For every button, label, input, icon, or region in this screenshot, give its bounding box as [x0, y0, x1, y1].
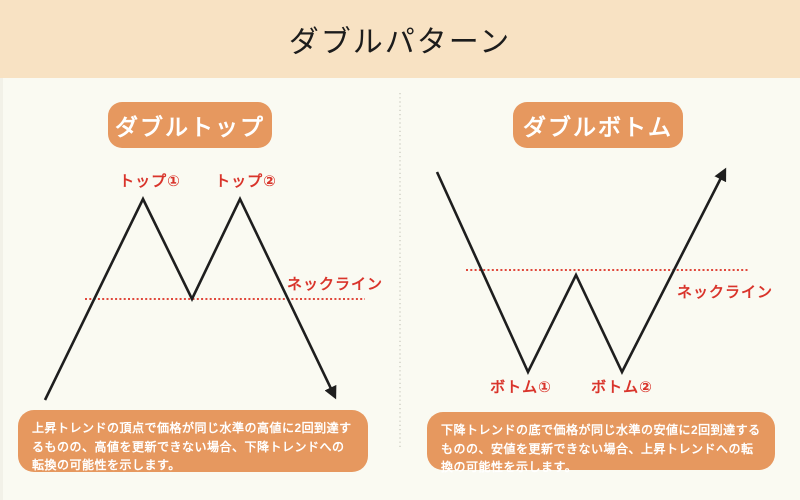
- bottom1-label: ボトム①: [490, 379, 552, 396]
- page-title: ダブルパターン: [288, 26, 512, 59]
- double-bottom-badge-label: ダブルボトム: [523, 114, 673, 140]
- double-bottom-badge: ダブルボトム: [513, 102, 683, 148]
- top1-label: トップ①: [119, 173, 181, 190]
- double-top-description: 上昇トレンドの頂点で価格が同じ水準の高値に2回到達するものの、高値を更新できない…: [18, 410, 368, 472]
- top2-label: トップ②: [215, 173, 277, 190]
- double-top-badge: ダブルトップ: [108, 102, 272, 148]
- chart-layer: [43, 93, 748, 447]
- page-header: ダブルパターン: [0, 0, 800, 78]
- double-bottom-description: 下降トレンドの底で価格が同じ水準の安値に2回到達するものの、安値を更新できない場…: [427, 412, 775, 474]
- neckline-label-left: ネックライン: [286, 276, 384, 293]
- neckline-label-right: ネックライン: [676, 284, 774, 301]
- double-bottom-price-line: [435, 167, 727, 376]
- double-top-price-line: [43, 195, 337, 401]
- double-top-badge-label: ダブルトップ: [115, 114, 265, 140]
- bottom2-label: ボトム②: [591, 379, 653, 396]
